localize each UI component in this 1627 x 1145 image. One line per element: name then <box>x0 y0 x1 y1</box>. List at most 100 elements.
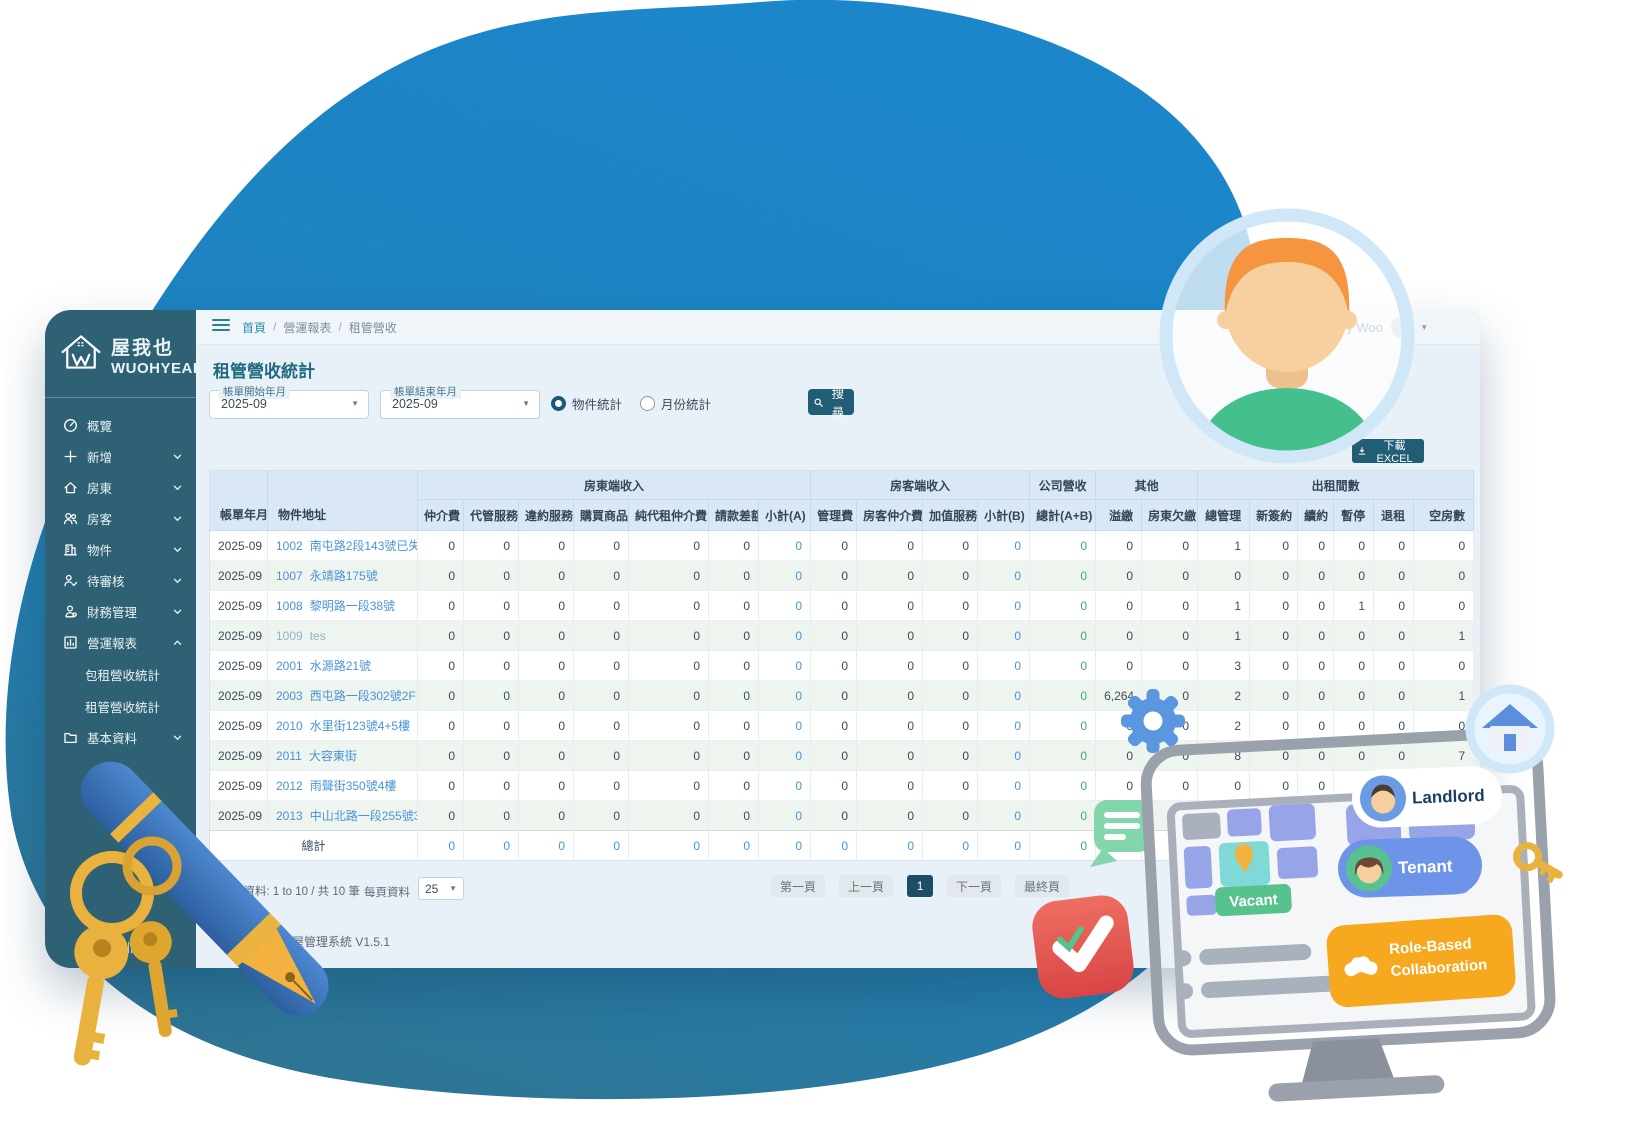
property-link[interactable]: 2010 水里街123號4+5樓 <box>276 719 410 733</box>
sidebar-item-reports[interactable]: 營運報表 <box>45 627 196 658</box>
value-cell: 1 <box>1197 530 1251 561</box>
property-link[interactable]: 1008 黎明路一段38號 <box>276 599 395 613</box>
sidebar-item-overview[interactable]: 概覽 <box>45 410 196 441</box>
value-cell: 0 <box>1373 740 1415 771</box>
pagination-button[interactable]: 第一頁 <box>771 875 826 897</box>
property-link[interactable]: 1002 南屯路2段143號已失效 <box>276 539 417 553</box>
value-cell: 0 <box>758 770 812 801</box>
breadcrumb-separator: / <box>338 320 342 334</box>
brand-logo-house-icon <box>59 332 103 377</box>
value-cell: 0 <box>1029 710 1097 741</box>
sidebar-item-landlord[interactable]: 房東 <box>45 472 196 503</box>
brand: 屋我也 WUOHYEAH <box>45 310 204 391</box>
property-link[interactable]: 2003 西屯路一段302號2F <box>276 689 416 703</box>
value-cell: 0 <box>1141 800 1199 831</box>
value-cell: 0 <box>977 620 1031 651</box>
end-month-select[interactable]: 帳單結束年月 2025-09 ▼ <box>380 384 540 419</box>
sidebar-footer-user[interactable]: 屋我也測試 <box>82 941 143 955</box>
review-icon <box>63 573 78 588</box>
total-value-cell: 0 <box>1413 830 1475 861</box>
value-cell: 0 <box>1373 680 1415 711</box>
content-area: 租管營收統計 帳單開始年月 2025-09 ▼ 帳單結束年月 2025-09 ▼… <box>196 345 1480 968</box>
value-cell: 0 <box>1413 710 1475 741</box>
value-cell: 3 <box>1197 650 1251 681</box>
property-link[interactable]: 1007 永靖路175號 <box>276 569 378 583</box>
value-cell: 0 <box>922 710 979 741</box>
sidebar-item-label: 新增 <box>87 451 113 465</box>
value-cell: 0 <box>1029 560 1097 591</box>
radio-month-stat[interactable]: 月份統計 <box>640 394 711 413</box>
value-cell: 0 <box>518 770 574 801</box>
value-cell: 0 <box>1249 770 1299 801</box>
property-link[interactable]: 2013 中山北路一段255號3樓 <box>276 809 417 823</box>
sidebar-item-tenant[interactable]: 房客 <box>45 503 196 534</box>
value-cell: 0 <box>1141 710 1199 741</box>
value-cell: 0 <box>810 620 858 651</box>
value-cell: 0 <box>463 710 519 741</box>
sidebar-item-basic-data[interactable]: 基本資料 <box>45 722 196 753</box>
column-header: 請款差額 <box>708 499 759 531</box>
per-page-select[interactable]: 25 ▼ <box>418 877 464 900</box>
property-name: tes <box>309 628 326 643</box>
sidebar-item-baozu-report[interactable]: 包租營收統計 <box>45 658 196 690</box>
value-cell: 0 <box>758 530 812 561</box>
value-cell: 0 <box>1095 800 1143 831</box>
value-cell: 0 <box>463 770 519 801</box>
value-cell: 0 <box>1333 770 1375 801</box>
value-cell: 0 <box>573 770 629 801</box>
bill-month-cell: 2025-09 <box>209 650 268 681</box>
value-cell: 0 <box>518 800 574 831</box>
value-cell: 0 <box>1249 560 1299 591</box>
value-cell: 0 <box>1373 590 1415 621</box>
value-cell: 0 <box>1373 800 1415 831</box>
property-address-cell: 2001 水源路21號 <box>267 650 418 681</box>
pagination-button[interactable]: 最終頁 <box>1015 875 1070 897</box>
value-cell: 0 <box>463 590 519 621</box>
hamburger-menu-icon[interactable] <box>212 318 230 337</box>
property-address-cell: 2012 雨聲街350號4樓 <box>267 770 418 801</box>
table-row: 2025-09 2003 西屯路一段302號2F 0 0 0 0 0 0 0 0 0 0 0 0 6,264 0… <box>209 680 1475 711</box>
value-cell: 0 <box>463 740 519 771</box>
stat-mode-radio-group: 物件統計 月份統計 <box>551 394 711 413</box>
sidebar-item-zuguan-report[interactable]: 租管營收統計 <box>45 690 196 722</box>
property-link[interactable]: 1009 tes <box>276 629 326 643</box>
value-cell: 0 <box>1197 770 1251 801</box>
value-cell: 0 <box>1029 650 1097 681</box>
pagination-button[interactable]: 1 <box>907 875 934 897</box>
value-cell: 0 <box>922 800 979 831</box>
value-cell: 0 <box>977 650 1031 681</box>
pagination-button[interactable]: 上一頁 <box>839 875 894 897</box>
sidebar-item-finance[interactable]: 財務管理 <box>45 596 196 627</box>
property-link[interactable]: 2001 水源路21號 <box>276 659 371 673</box>
value-cell: 0 <box>1333 800 1375 831</box>
value-cell: 0 <box>1413 770 1475 801</box>
pagination-button[interactable]: 下一頁 <box>947 875 1002 897</box>
value-cell: 0 <box>1373 710 1415 741</box>
value-cell: 0 <box>1141 620 1199 651</box>
value-cell: 0 <box>1095 650 1143 681</box>
total-value-cell: 0 <box>1297 830 1335 861</box>
user-avatar[interactable] <box>1390 315 1414 339</box>
value-cell: 0 <box>1029 530 1097 561</box>
value-cell: 0 <box>708 560 759 591</box>
sidebar-item-property[interactable]: 物件 <box>45 534 196 565</box>
value-cell: 0 <box>1297 620 1335 651</box>
search-button[interactable]: 搜尋 <box>808 387 854 420</box>
breadcrumb-reports[interactable]: 營運報表 <box>283 320 332 335</box>
user-menu[interactable]: ry Woo ▾ <box>1342 310 1426 344</box>
download-excel-button[interactable]: 下載EXCEL <box>1352 439 1424 465</box>
start-month-select[interactable]: 帳單開始年月 2025-09 ▼ <box>209 384 369 419</box>
property-link[interactable]: 2012 雨聲街350號4樓 <box>276 779 396 793</box>
column-header: 房東欠繳 <box>1141 499 1199 531</box>
value-cell: 0 <box>1141 770 1199 801</box>
breadcrumb-home[interactable]: 首頁 <box>242 320 267 335</box>
sidebar-item-add[interactable]: 新增 <box>45 441 196 472</box>
rental-revenue-table: 帳單年月 物件地址 房東端收入 房客端收入 公司營收 其他 出租間數 仲介費 代管服務 違約服務購… <box>209 470 1475 861</box>
topbar: 首頁 / 營運報表 / 租管營收 ry Woo ▾ <box>196 310 1480 345</box>
value-cell: 0 <box>1141 680 1199 711</box>
sidebar-item-pending-review[interactable]: 待審核 <box>45 565 196 596</box>
value-cell: 0 <box>1333 560 1375 591</box>
value-cell: 0 <box>417 770 464 801</box>
property-link[interactable]: 2011 大容東街 <box>276 749 357 763</box>
radio-property-stat[interactable]: 物件統計 <box>551 394 622 413</box>
